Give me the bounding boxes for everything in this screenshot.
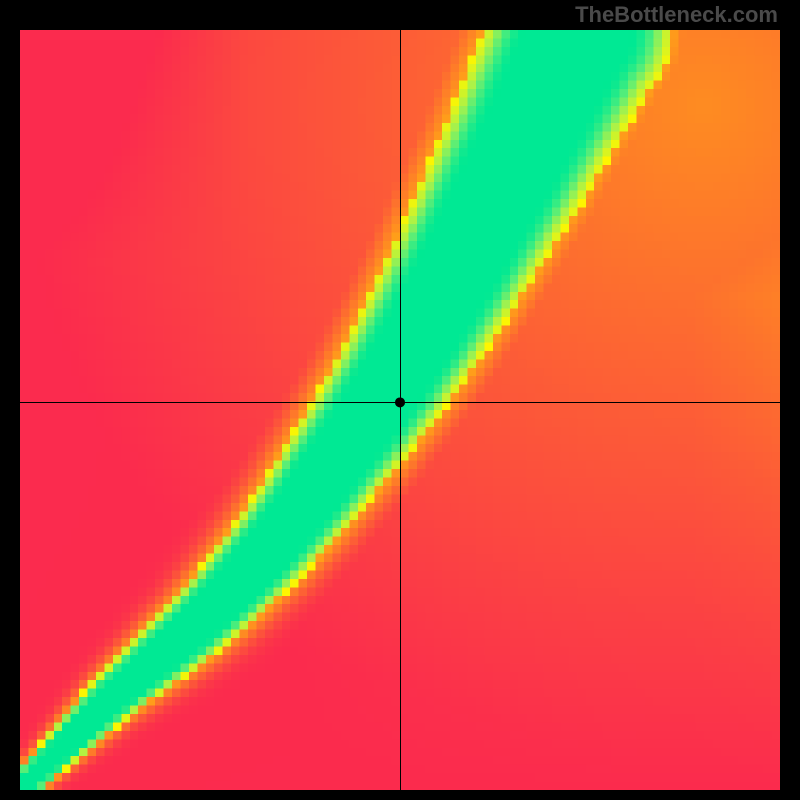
watermark-text: TheBottleneck.com: [575, 2, 778, 28]
crosshair-overlay: [20, 30, 780, 790]
